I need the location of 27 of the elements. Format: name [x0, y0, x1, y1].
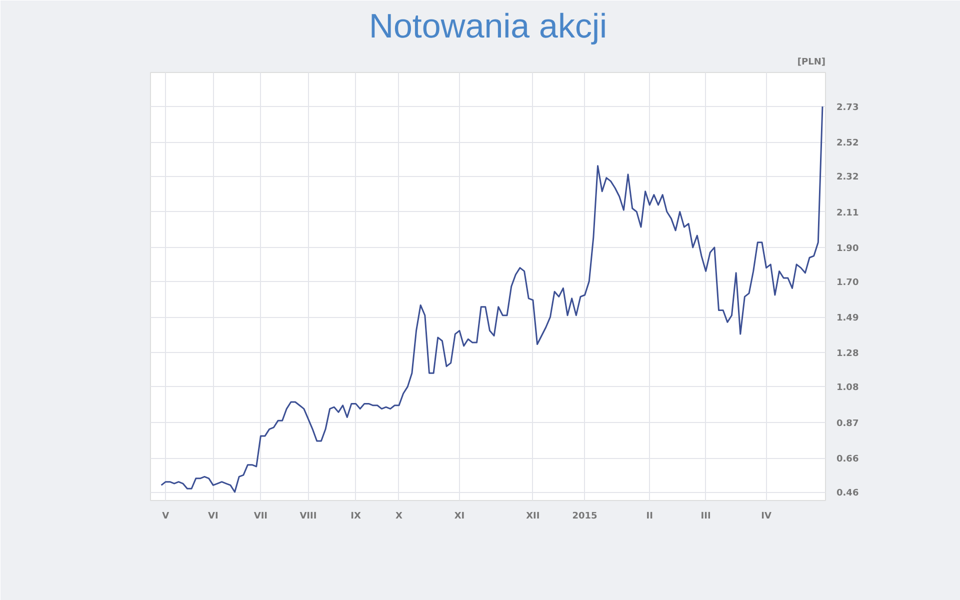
- y-tick-label: 0.46: [836, 488, 859, 499]
- y-tick-label: 1.28: [836, 349, 859, 360]
- y-tick-label: 2.32: [836, 172, 859, 183]
- y-tick-label: 2.52: [836, 138, 859, 149]
- x-tick-label: X: [396, 512, 403, 522]
- y-tick-label: 2.11: [836, 208, 859, 218]
- x-tick-label: III: [700, 512, 711, 522]
- x-tick-label: VIII: [300, 512, 317, 522]
- chart-title: Notowania akcji: [368, 8, 608, 46]
- x-tick-label: XI: [454, 512, 465, 522]
- x-tick-label: XII: [526, 512, 540, 522]
- x-tick-label: V: [162, 512, 170, 522]
- x-tick-label: VII: [254, 512, 268, 522]
- x-tick-label: IX: [350, 512, 361, 522]
- y-tick-label: 1.08: [836, 383, 859, 394]
- y-tick-label: 1.90: [836, 244, 859, 254]
- y-axis-title: [PLN]: [797, 58, 826, 68]
- y-tick-label: 1.49: [836, 314, 859, 324]
- x-tick-label: II: [646, 512, 653, 522]
- x-tick-label: VI: [208, 512, 218, 522]
- x-tick-label: IV: [761, 512, 772, 522]
- y-tick-label: 1.70: [836, 278, 859, 288]
- y-tick-label: 2.73: [836, 102, 859, 113]
- y-tick-label: 0.87: [836, 418, 859, 429]
- x-tick-label: 2015: [572, 512, 598, 522]
- y-tick-label: 0.66: [836, 454, 859, 465]
- line-series: [160, 106, 824, 493]
